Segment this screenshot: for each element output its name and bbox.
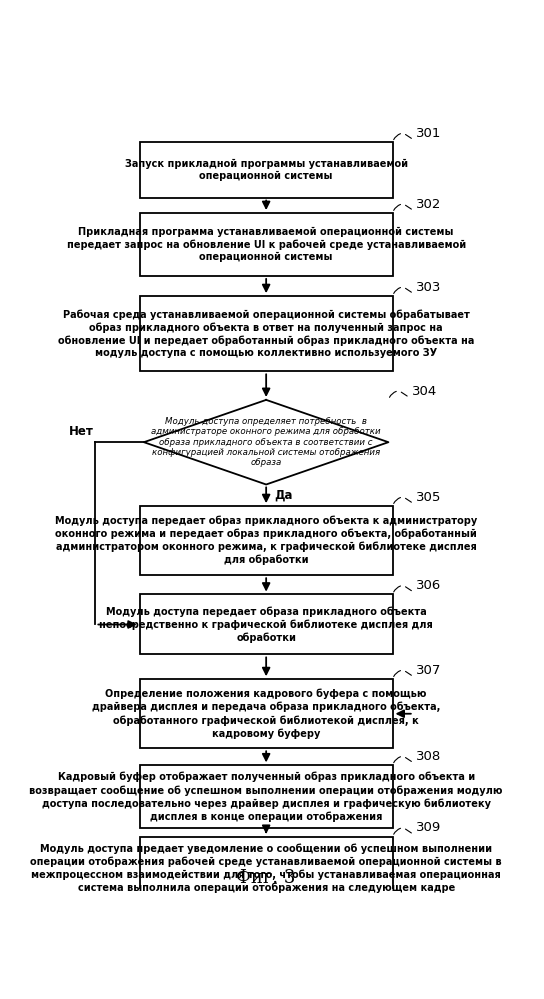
Text: Нет: Нет (69, 426, 94, 439)
Bar (140, 837, 393, 900)
Text: 307: 307 (416, 663, 441, 676)
Text: 303: 303 (416, 281, 441, 294)
Text: 308: 308 (416, 750, 441, 763)
Bar (140, 506, 393, 575)
Bar (140, 213, 393, 276)
Text: 304: 304 (412, 385, 437, 398)
Text: Рабочая среда устанавливаемой операционной системы обрабатывает
образ прикладног: Рабочая среда устанавливаемой операционн… (58, 310, 474, 359)
Text: Кадровый буфер отображает полученный образ прикладного объекта и
возвращает сооб: Кадровый буфер отображает полученный обр… (29, 772, 503, 821)
Text: 301: 301 (416, 127, 441, 140)
Text: Определение положения кадрового буфера с помощью
драйвера дисплея и передача обр: Определение положения кадрового буфера с… (92, 689, 440, 738)
Text: 309: 309 (416, 821, 441, 834)
Text: Да: Да (275, 489, 293, 501)
Text: 306: 306 (416, 579, 441, 592)
Bar (140, 142, 393, 198)
Text: Модуль доступа предает уведомление о сообщении об успешном выполнении
операции о: Модуль доступа предает уведомление о соо… (30, 843, 502, 893)
Text: 305: 305 (416, 491, 441, 503)
Text: Фиг. 3: Фиг. 3 (237, 869, 296, 887)
Bar (140, 765, 393, 828)
Text: Запуск прикладной программы устанавливаемой
операционной системы: Запуск прикладной программы устанавливае… (125, 159, 407, 181)
Text: Модуль доступа определяет потребность  в
администраторе оконного режима для обра: Модуль доступа определяет потребность в … (151, 417, 381, 468)
Text: Модуль доступа передает образ прикладного объекта к администратору
оконного режи: Модуль доступа передает образ прикладног… (55, 515, 477, 565)
Text: Модуль доступа передает образа прикладного объекта
непосредственно к графической: Модуль доступа передает образа прикладно… (99, 606, 433, 642)
Text: 302: 302 (416, 198, 441, 211)
Bar (140, 679, 393, 748)
Polygon shape (144, 400, 388, 485)
Bar (140, 594, 393, 654)
Text: Прикладная программа устанавливаемой операционной системы
передает запрос на обн: Прикладная программа устанавливаемой опе… (66, 227, 466, 263)
Bar (140, 296, 393, 372)
